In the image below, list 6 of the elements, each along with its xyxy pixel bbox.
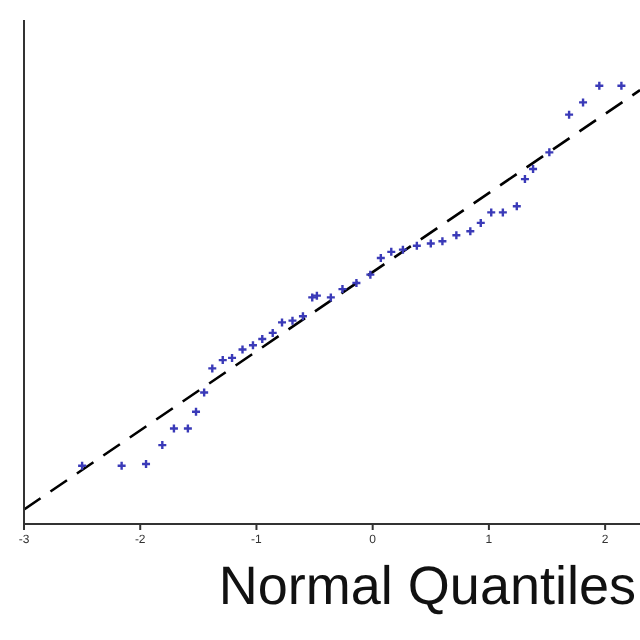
- x-axis-title: Normal Quantiles: [216, 556, 638, 618]
- point: [437, 236, 448, 247]
- point: [287, 315, 298, 326]
- point: [365, 269, 376, 280]
- point: [544, 147, 555, 158]
- point: [237, 344, 248, 355]
